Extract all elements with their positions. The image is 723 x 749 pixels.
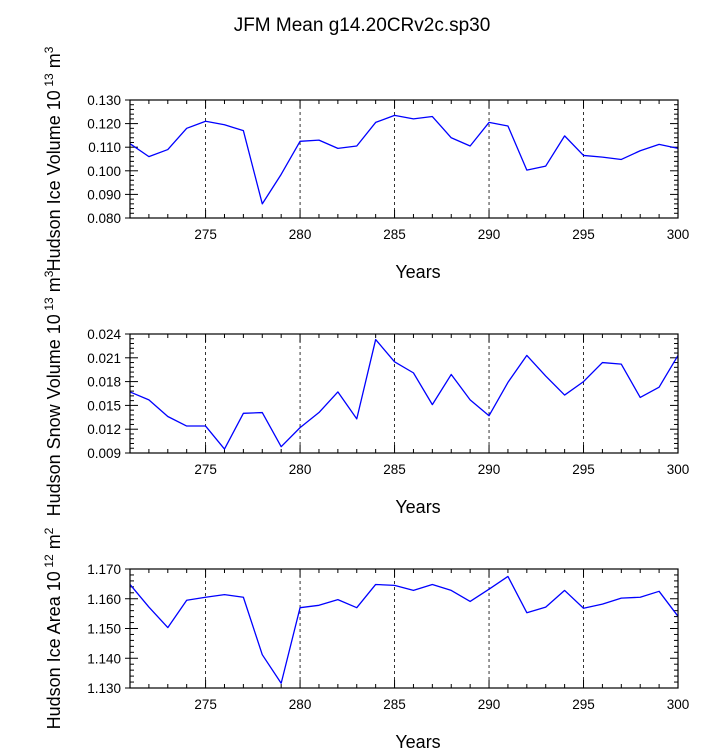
x-tick-label: 285 <box>383 462 406 477</box>
x-tick-label: 295 <box>572 462 595 477</box>
x-tick-label: 295 <box>572 697 595 712</box>
x-tick-label: 300 <box>667 697 690 712</box>
data-line <box>129 575 679 684</box>
panel-2: 0.009 0.012 0.015 0.018 0.021 0.024 275 280 285 2… <box>42 270 689 517</box>
x-axis-label: Years <box>395 732 440 749</box>
x-tick-label: 275 <box>194 227 217 242</box>
y-axis-label: Hudson Ice Area 10 12 m2 <box>42 527 64 729</box>
y-tick-label: 1.140 <box>87 651 121 666</box>
plot-frame <box>129 333 679 454</box>
y-tick-label: 0.080 <box>87 211 121 226</box>
panel-1: 0.080 0.090 0.100 0.110 0.120 0.130 275 280 285 2… <box>42 46 689 282</box>
plot-frame <box>129 568 679 689</box>
x-tick-label: 275 <box>194 697 217 712</box>
x-tick-label: 300 <box>667 227 690 242</box>
plot-frame <box>129 99 679 219</box>
chart-title: JFM Mean g14.20CRv2c.sp30 <box>234 15 491 36</box>
x-axis-label: Years <box>395 497 440 517</box>
x-tick-label: 280 <box>289 227 312 242</box>
panel-3: 1.130 1.140 1.150 1.160 1.170 275 280 285 290 295… <box>42 527 689 749</box>
x-tick-label: 285 <box>383 697 406 712</box>
x-tick-label: 290 <box>478 697 501 712</box>
x-tick-label: 295 <box>572 227 595 242</box>
x-tick-label: 290 <box>478 462 501 477</box>
y-tick-label: 0.012 <box>87 422 121 437</box>
x-tick-label: 280 <box>289 462 312 477</box>
y-tick-label: 1.150 <box>87 622 121 637</box>
x-tick-label: 300 <box>667 462 690 477</box>
y-axis-label: Hudson Ice Volume 10 13 m3 <box>42 46 64 271</box>
y-tick-label: 1.130 <box>87 681 121 696</box>
y-tick-label: 0.130 <box>87 93 121 108</box>
data-line <box>129 114 679 205</box>
y-tick-label: 0.015 <box>87 398 121 413</box>
y-tick-label: 0.024 <box>87 327 121 342</box>
y-tick-label: 0.018 <box>87 375 121 390</box>
x-tick-label: 280 <box>289 697 312 712</box>
y-tick-label: 0.021 <box>87 351 121 366</box>
y-tick-label: 0.090 <box>87 187 121 202</box>
y-tick-label: 1.170 <box>87 562 121 577</box>
x-axis-label: Years <box>395 262 440 282</box>
y-tick-label: 0.100 <box>87 164 121 179</box>
y-axis-label: Hudson Snow Volume 10 13 m3 <box>42 270 64 516</box>
y-tick-label: 0.120 <box>87 117 121 132</box>
data-line <box>129 338 679 450</box>
x-tick-label: 275 <box>194 462 217 477</box>
x-tick-label: 290 <box>478 227 501 242</box>
y-tick-label: 0.110 <box>88 140 121 155</box>
y-tick-label: 0.009 <box>87 446 121 461</box>
y-tick-label: 1.160 <box>87 592 121 607</box>
x-tick-label: 285 <box>383 227 406 242</box>
